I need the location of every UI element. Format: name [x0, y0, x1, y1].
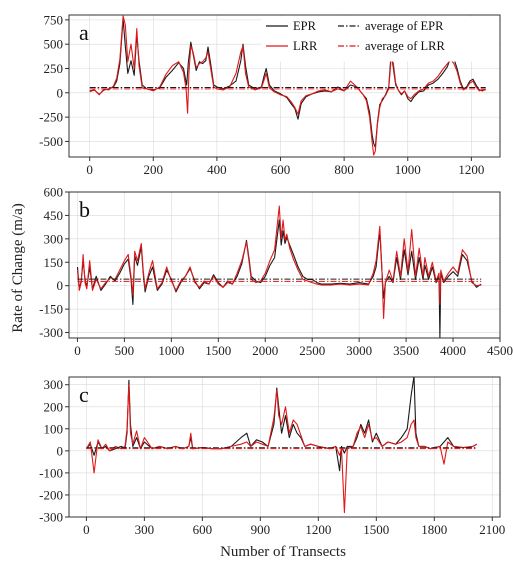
y-tick-label: 450	[44, 208, 64, 223]
y-tick-label: -150	[39, 302, 63, 317]
x-tick-label: 300	[135, 522, 155, 537]
x-tick-label: 3000	[346, 343, 372, 358]
x-tick-label: 4500	[487, 343, 513, 358]
series-epr-line	[85, 377, 478, 472]
series-epr-line	[76, 219, 482, 338]
legend-box	[261, 16, 499, 62]
x-tick-label: 200	[144, 162, 164, 177]
x-tick-label: 2000	[252, 343, 278, 358]
y-tick-label: 300	[44, 231, 64, 246]
y-tick-label: 0	[57, 278, 64, 293]
y-tick-label: -250	[39, 110, 63, 125]
legend-label-lrr: LRR	[293, 39, 318, 53]
x-tick-label: 0	[74, 343, 81, 358]
y-tick-label: -300	[39, 325, 63, 340]
y-tick-label: 750	[44, 12, 64, 27]
plot-area-c	[85, 377, 478, 514]
x-tick-label: 3500	[393, 343, 419, 358]
panel-frame	[68, 191, 501, 339]
x-tick-label: 1200	[305, 522, 331, 537]
x-tick-label: 800	[334, 162, 354, 177]
y-tick-label: -500	[39, 134, 63, 149]
x-tick-label: 600	[271, 162, 291, 177]
y-tick-label: 600	[44, 185, 64, 200]
x-axis-title: Number of Transects	[220, 544, 346, 560]
plot-area-a	[89, 15, 486, 156]
panel-frame	[68, 376, 501, 518]
panel-b: 0 500 1000 1500 2000 2500 3000 3500 4000 4500-300…	[39, 185, 513, 359]
y-tick-label: 150	[44, 255, 64, 270]
panel-letter: a	[79, 20, 89, 45]
x-tick-label: 2500	[299, 343, 325, 358]
x-tick-label: 1500	[205, 343, 231, 358]
x-tick-label: 900	[251, 522, 271, 537]
legend-label-epr: EPR	[293, 19, 317, 33]
x-tick-label: 0	[86, 162, 93, 177]
panel-a: 0 200 400 600 800 1000 1200 -500 -250 0 250 500 750 a…	[39, 12, 501, 177]
x-tick-label: 0	[83, 522, 90, 537]
panel-letter: c	[79, 382, 89, 407]
y-tick-label: 500	[44, 37, 64, 52]
y-tick-label: -100	[39, 465, 63, 480]
y-tick-label: -300	[39, 510, 63, 525]
legend-label-avg-lrr: average of LRR	[365, 39, 445, 53]
y-axis-title: Rate of Change (m/a)	[10, 203, 26, 333]
x-tick-label: 400	[207, 162, 227, 177]
panel-frame	[68, 14, 501, 158]
y-tick-label: 100	[44, 421, 64, 436]
series-lrr-line	[76, 205, 482, 320]
y-tick-label: 250	[44, 61, 64, 76]
x-tick-label: 2100	[479, 522, 505, 537]
y-tick-label: 0	[57, 443, 64, 458]
legend: EPR LRR average of EPR average of LRR	[261, 16, 499, 62]
x-tick-label: 1000	[158, 343, 184, 358]
panel-c: 0 300 600 900 1200 1500 1800 2100 -300 -200 -100 0 1…	[39, 376, 505, 537]
y-tick-label: 0	[57, 85, 64, 100]
series-epr-line	[89, 18, 486, 148]
panel-letter: b	[79, 197, 90, 222]
plot-area-b	[76, 205, 482, 338]
x-tick-label: 1500	[363, 522, 389, 537]
y-tick-label: 200	[44, 399, 64, 414]
y-tick-label: 300	[44, 377, 64, 392]
x-tick-label: 500	[115, 343, 135, 358]
x-tick-label: 1000	[395, 162, 421, 177]
x-tick-label: 600	[193, 522, 213, 537]
legend-label-avg-epr: average of EPR	[365, 19, 444, 33]
x-tick-label: 1200	[458, 162, 484, 177]
x-tick-label: 1800	[421, 522, 447, 537]
x-tick-label: 4000	[440, 343, 466, 358]
panels: 0 200 400 600 800 1000 1200-500-2500250500750a…	[39, 12, 513, 537]
y-tick-label: -200	[39, 487, 63, 502]
series-lrr-line	[85, 384, 478, 514]
